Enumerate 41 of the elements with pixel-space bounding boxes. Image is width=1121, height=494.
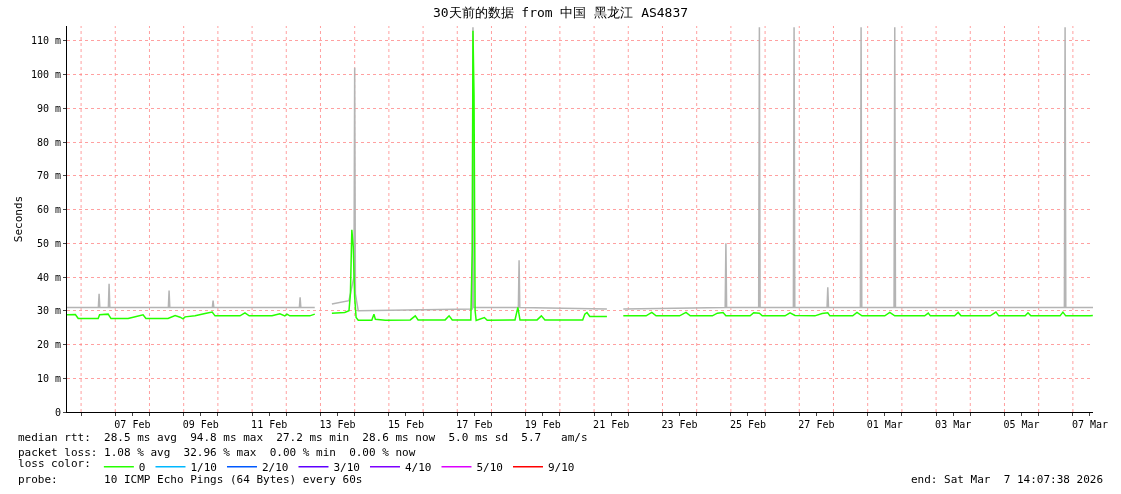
legend-label: 2/10 (261, 461, 289, 475)
y-tick-label: 90 m (36, 102, 61, 114)
y-tick-label: 70 m (36, 170, 61, 182)
y-tick-label: 30 m (36, 305, 61, 317)
x-tick-label: 07 Feb (114, 419, 151, 430)
text: packet loss: 1.08 % avg 32.96 % max 0.00 % min 0.00 % now (18, 446, 416, 459)
text: median rtt: 28.5 ms avg 94.8 ms max 27.2 ms min 28.6 ms now 5.0 ms sd 5.7 am/s (18, 431, 588, 444)
text: probe: 10 ICMP Echo Pings (64 Bytes) every 60s (18, 473, 363, 486)
x-tick-label: 07 Mar (1071, 419, 1109, 430)
legend-label: 1/10 (190, 461, 217, 475)
x-tick-label: 11 Feb (251, 419, 288, 430)
x-tick-label: 25 Feb (729, 419, 767, 430)
x-tick-label: 03 Mar (935, 419, 972, 430)
y-tick-label: 50 m (36, 237, 61, 249)
x-tick-label: 27 Feb (798, 419, 835, 430)
legend-label: 4/10 (404, 461, 432, 475)
legend-label: 3/10 (333, 461, 360, 475)
text: end: Sat Mar 7 14:07:38 2026 (911, 473, 1104, 486)
y-tick-label: 10 m (36, 372, 61, 384)
chart-title: 30天前的数据 from 中国 黑龙江 AS4837 (432, 4, 689, 20)
legend-label: 9/10 (547, 461, 575, 475)
x-tick-label: 17 Feb (456, 419, 493, 430)
y-tick-label: 20 m (36, 339, 61, 351)
y-tick-label: 100 m (30, 69, 61, 81)
x-tick-label: 21 Feb (593, 419, 630, 430)
legend-label: 0 (138, 461, 146, 475)
y-axis-title: Seconds (11, 195, 25, 243)
y-tick-label: 80 m (36, 136, 61, 148)
y-tick-label: 0 (54, 406, 61, 418)
x-tick-label: 15 Feb (387, 419, 425, 430)
y-tick-label: 40 m (36, 271, 61, 283)
legend-label: 5/10 (476, 461, 503, 475)
x-tick-label: 13 Feb (319, 419, 356, 430)
x-tick-label: 05 Mar (1003, 419, 1040, 430)
x-tick-label: 19 Feb (524, 419, 561, 430)
x-tick-label: 23 Feb (661, 419, 698, 430)
y-tick-label: 60 m (36, 204, 61, 216)
y-tick-label: 110 m (30, 35, 61, 47)
x-tick-label: 09 Feb (182, 419, 219, 430)
x-tick-label: 01 Mar (866, 419, 903, 430)
legend-title: loss color: (18, 456, 91, 470)
